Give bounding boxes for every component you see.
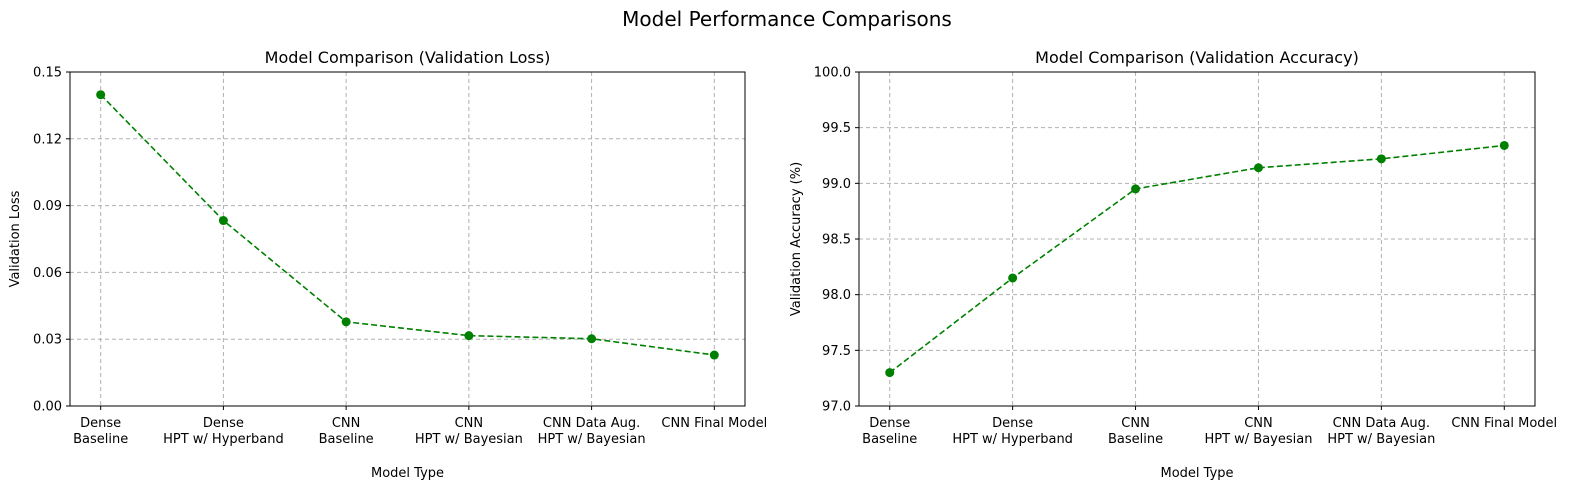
chart-1-data-point <box>1376 154 1386 164</box>
chart-0-data-point <box>218 216 228 226</box>
chart-0-data-point <box>709 350 719 360</box>
chart-1-xtick-label-line: HPT w/ Bayesian <box>1204 432 1312 447</box>
chart-1-ytick-label: 98.5 <box>822 233 851 248</box>
chart-0-xtick-label: CNN HPT w/ Bayesian <box>415 416 523 447</box>
chart-0-ytick-label: 0.00 <box>33 400 62 415</box>
chart-1-xlabel: Model Type <box>1160 466 1233 481</box>
chart-0-xtick-label-line: Baseline <box>73 432 128 447</box>
chart-0-ytick-label: 0.06 <box>33 266 62 281</box>
chart-0-series-line <box>100 94 715 356</box>
chart-0-xtick-label-line: HPT w/ Bayesian <box>415 432 523 447</box>
chart-0-xtick-label-line: HPT w/ Bayesian <box>538 432 646 447</box>
chart-1-data-point <box>1499 140 1509 150</box>
chart-1-xtick-label-line: CNN Data Aug. <box>1333 416 1430 431</box>
chart-1-ylabel: Validation Accuracy (%) <box>789 162 804 316</box>
figure-suptitle: Model Performance Comparisons <box>622 7 952 31</box>
chart-1-xtick-label-line: CNN <box>1121 416 1150 431</box>
chart-1-xtick-label: CNN Baseline <box>1108 416 1163 447</box>
chart-1-xtick-label-line: HPT w/ Hyperband <box>952 432 1073 447</box>
chart-0-xtick-label-line: Dense <box>203 416 244 431</box>
chart-0-data-point <box>464 331 474 341</box>
chart-0-axes-frame <box>69 71 746 407</box>
chart-1-ytick-label: 99.0 <box>822 177 851 192</box>
chart-0-ytick-label: 0.12 <box>33 132 62 147</box>
chart-1-xtick-label: Dense Baseline <box>862 416 917 447</box>
chart-1-xtick-label: CNN HPT w/ Bayesian <box>1204 416 1312 447</box>
chart-1-series-line <box>889 144 1505 374</box>
chart-1-data-point <box>1253 163 1263 173</box>
chart-0-ytick-label: 0.03 <box>33 333 62 348</box>
chart-0-xtick-label-line: Dense <box>80 416 121 431</box>
chart-1-xtick-label-line: Dense <box>992 416 1033 431</box>
chart-1-grid <box>859 71 1535 407</box>
chart-0-grid <box>70 71 745 407</box>
chart-1-data-point <box>1131 184 1141 194</box>
chart-0-data-point <box>341 317 351 327</box>
chart-1-title: Model Comparison (Validation Accuracy) <box>1035 48 1359 67</box>
chart-1-ytick-label: 97.0 <box>822 400 851 415</box>
chart-0-xtick-label-line: CNN <box>332 416 361 431</box>
chart-0-ytick-label: 0.15 <box>33 66 62 81</box>
chart-1-xtick-label-line: Baseline <box>1108 432 1163 447</box>
chart-0-xtick-label: CNN Baseline <box>319 416 374 447</box>
chart-0-xlabel: Model Type <box>371 466 444 481</box>
chart-1-ytick-label: 100.0 <box>814 66 851 81</box>
chart-1-xtick-label-line: Baseline <box>862 432 917 447</box>
chart-0-xtick-label-line: HPT w/ Hyperband <box>163 432 284 447</box>
chart-0-xtick-label-line: CNN Data Aug. <box>543 416 640 431</box>
chart-0-xtick-label: CNN Final Model <box>661 416 767 431</box>
chart-0-xtick-label: Dense Baseline <box>73 416 128 447</box>
chart-1-xtick-label: Dense HPT w/ Hyperband <box>952 416 1073 447</box>
chart-0-title: Model Comparison (Validation Loss) <box>265 48 551 67</box>
chart-0-xtick-label-line: CNN Final Model <box>661 416 767 431</box>
chart-0-xtick-label: Dense HPT w/ Hyperband <box>163 416 284 447</box>
chart-0-data-point <box>96 90 106 100</box>
chart-1-xtick-label-line: CNN Final Model <box>1451 416 1557 431</box>
chart-1-ytick-label: 98.0 <box>822 288 851 303</box>
chart-0-ylabel: Validation Loss <box>8 190 23 287</box>
chart-1-xtick-label: CNN Data Aug. HPT w/ Bayesian <box>1327 416 1435 447</box>
chart-1-xtick-label-line: Dense <box>869 416 910 431</box>
chart-0-xtick-label-line: CNN <box>455 416 484 431</box>
chart-1-data-point <box>1008 273 1018 283</box>
chart-1-xtick-label-line: CNN <box>1244 416 1273 431</box>
chart-1-data-point <box>885 368 895 378</box>
chart-1-xtick-label: CNN Final Model <box>1451 416 1557 431</box>
chart-0-data-point <box>587 334 597 344</box>
chart-0-xtick-label-line: Baseline <box>319 432 374 447</box>
chart-1-xtick-label-line: HPT w/ Bayesian <box>1327 432 1435 447</box>
chart-0-ytick-label: 0.09 <box>33 199 62 214</box>
chart-0-xtick-label: CNN Data Aug. HPT w/ Bayesian <box>538 416 646 447</box>
chart-1-ytick-label: 97.5 <box>822 344 851 359</box>
chart-1-ytick-label: 99.5 <box>822 121 851 136</box>
